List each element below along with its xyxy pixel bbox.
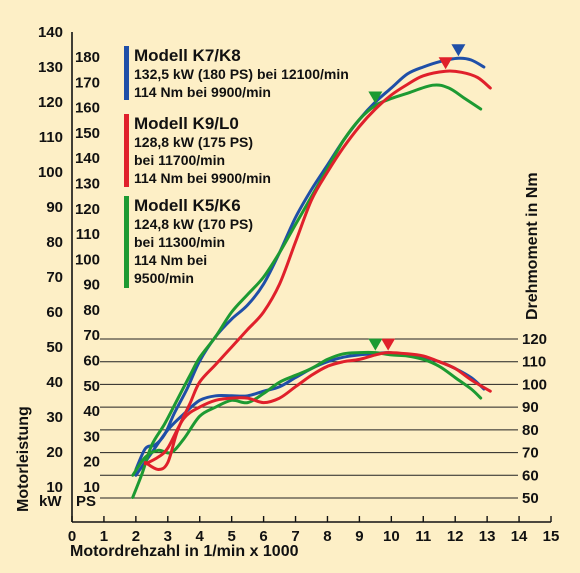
legend-line-modell-k7-k8-0: 132,5 kW (180 PS) bei 12100/min	[134, 66, 349, 82]
ps-tick-label-50: 50	[83, 378, 100, 395]
power-peak-marker-modell-k9-l0	[438, 57, 453, 70]
x-tick-label-10: 10	[383, 528, 400, 545]
nm-tick-label-60: 60	[522, 467, 539, 484]
power-peak-marker-modell-k7-k8	[451, 44, 466, 57]
legend-swatch-modell-k9-l0	[124, 114, 129, 187]
legend-swatch-modell-k7-k8	[124, 46, 129, 100]
kw-tick-label-30: 30	[46, 409, 63, 426]
ps-tick-label-140: 140	[75, 150, 100, 167]
left-axis-label: Motorleistung	[15, 406, 32, 512]
legend-swatch-modell-k5-k6	[124, 196, 129, 288]
torque-curve-modell-k9-l0	[143, 351, 492, 466]
nm-tick-label-50: 50	[522, 490, 539, 507]
torque-peak-marker-modell-k9-l0	[381, 338, 396, 351]
x-tick-label-3: 3	[164, 528, 172, 545]
ps-tick-label-100: 100	[75, 251, 100, 268]
legend-line-modell-k5-k6-0: 124,8 kW (170 PS)	[134, 216, 253, 232]
legend-line-modell-k5-k6-1: bei 11300/min	[134, 234, 225, 250]
legend-title-modell-k5-k6: Modell K5/K6	[134, 196, 241, 215]
x-tick-label-1: 1	[100, 528, 108, 545]
ps-tick-label-20: 20	[83, 454, 100, 471]
ps-tick-label-130: 130	[75, 175, 100, 192]
kw-tick-label-50: 50	[46, 339, 63, 356]
x-tick-label-2: 2	[132, 528, 140, 545]
nm-tick-label-110: 110	[522, 354, 546, 371]
x-tick-label-14: 14	[511, 528, 528, 545]
x-tick-label-7: 7	[291, 528, 299, 545]
kw-tick-label-70: 70	[46, 269, 63, 286]
kw-tick-label-10: 10	[46, 479, 63, 496]
ps-tick-label-110: 110	[76, 226, 100, 243]
kw-tick-label-20: 20	[46, 444, 63, 461]
power-curve-modell-k7-k8	[134, 56, 486, 471]
x-tick-label-9: 9	[355, 528, 363, 545]
kw-tick-label-90: 90	[46, 199, 63, 216]
ps-tick-label-120: 120	[75, 201, 100, 218]
torque-peak-marker-modell-k5-k6	[368, 338, 383, 351]
x-tick-label-8: 8	[323, 528, 331, 545]
kw-tick-label-130: 130	[38, 59, 63, 76]
kw-tick-label-120: 120	[38, 94, 63, 111]
kw-tick-label-60: 60	[46, 304, 63, 321]
ps-tick-label-70: 70	[83, 327, 100, 344]
x-tick-label-6: 6	[259, 528, 267, 545]
kw-tick-label-110: 110	[39, 129, 63, 146]
ps-tick-label-180: 180	[75, 49, 100, 66]
x-tick-label-11: 11	[415, 528, 431, 545]
ps-tick-label-60: 60	[83, 353, 100, 370]
legend-title-modell-k9-l0: Modell K9/L0	[134, 114, 239, 133]
power-curve-modell-k9-l0	[143, 69, 492, 471]
x-axis-label: Motordrehzahl in 1/min x 1000	[70, 543, 299, 560]
x-tick-label-5: 5	[227, 528, 235, 545]
legend-line-modell-k5-k6-2: 114 Nm bei	[134, 252, 207, 268]
kw-tick-label-40: 40	[46, 374, 63, 391]
nm-tick-label-120: 120	[522, 331, 547, 348]
nm-tick-label-80: 80	[522, 422, 539, 439]
ps-unit-label: PS	[76, 493, 96, 510]
kw-tick-label-100: 100	[38, 164, 63, 181]
legend-line-modell-k7-k8-1: 114 Nm bei 9900/min	[134, 84, 271, 100]
legend-line-modell-k5-k6-3: 9500/min	[134, 270, 194, 286]
torque-curve-modell-k5-k6	[131, 350, 483, 477]
kw-unit-label: kW	[39, 493, 62, 510]
ps-tick-label-30: 30	[83, 428, 100, 445]
kw-tick-label-80: 80	[46, 234, 63, 251]
nm-tick-label-90: 90	[522, 399, 539, 416]
x-tick-label-0: 0	[68, 528, 76, 545]
x-tick-label-15: 15	[543, 528, 560, 545]
legend-title-modell-k7-k8: Modell K7/K8	[134, 46, 241, 65]
x-tick-label-13: 13	[479, 528, 496, 545]
ps-tick-label-90: 90	[83, 277, 100, 294]
x-tick-label-4: 4	[196, 528, 205, 545]
legend-line-modell-k9-l0-1: bei 11700/min	[134, 152, 225, 168]
right-axis-label: Drehmoment in Nm	[524, 172, 541, 320]
ps-tick-label-80: 80	[83, 302, 100, 319]
nm-tick-label-70: 70	[522, 445, 539, 462]
ps-tick-label-160: 160	[75, 100, 100, 117]
x-tick-label-12: 12	[447, 528, 464, 545]
power-peak-marker-modell-k5-k6	[368, 91, 383, 104]
kw-tick-label-140: 140	[38, 24, 63, 41]
power-curve-modell-k5-k6	[131, 83, 483, 499]
ps-tick-label-170: 170	[75, 74, 100, 91]
nm-tick-label-100: 100	[522, 376, 547, 393]
ps-tick-label-40: 40	[83, 403, 100, 420]
legend-line-modell-k9-l0-0: 128,8 kW (175 PS)	[134, 134, 253, 150]
ps-tick-label-10: 10	[83, 479, 100, 496]
legend-line-modell-k9-l0-2: 114 Nm bei 9900/min	[134, 170, 271, 186]
ps-tick-label-150: 150	[75, 125, 100, 142]
